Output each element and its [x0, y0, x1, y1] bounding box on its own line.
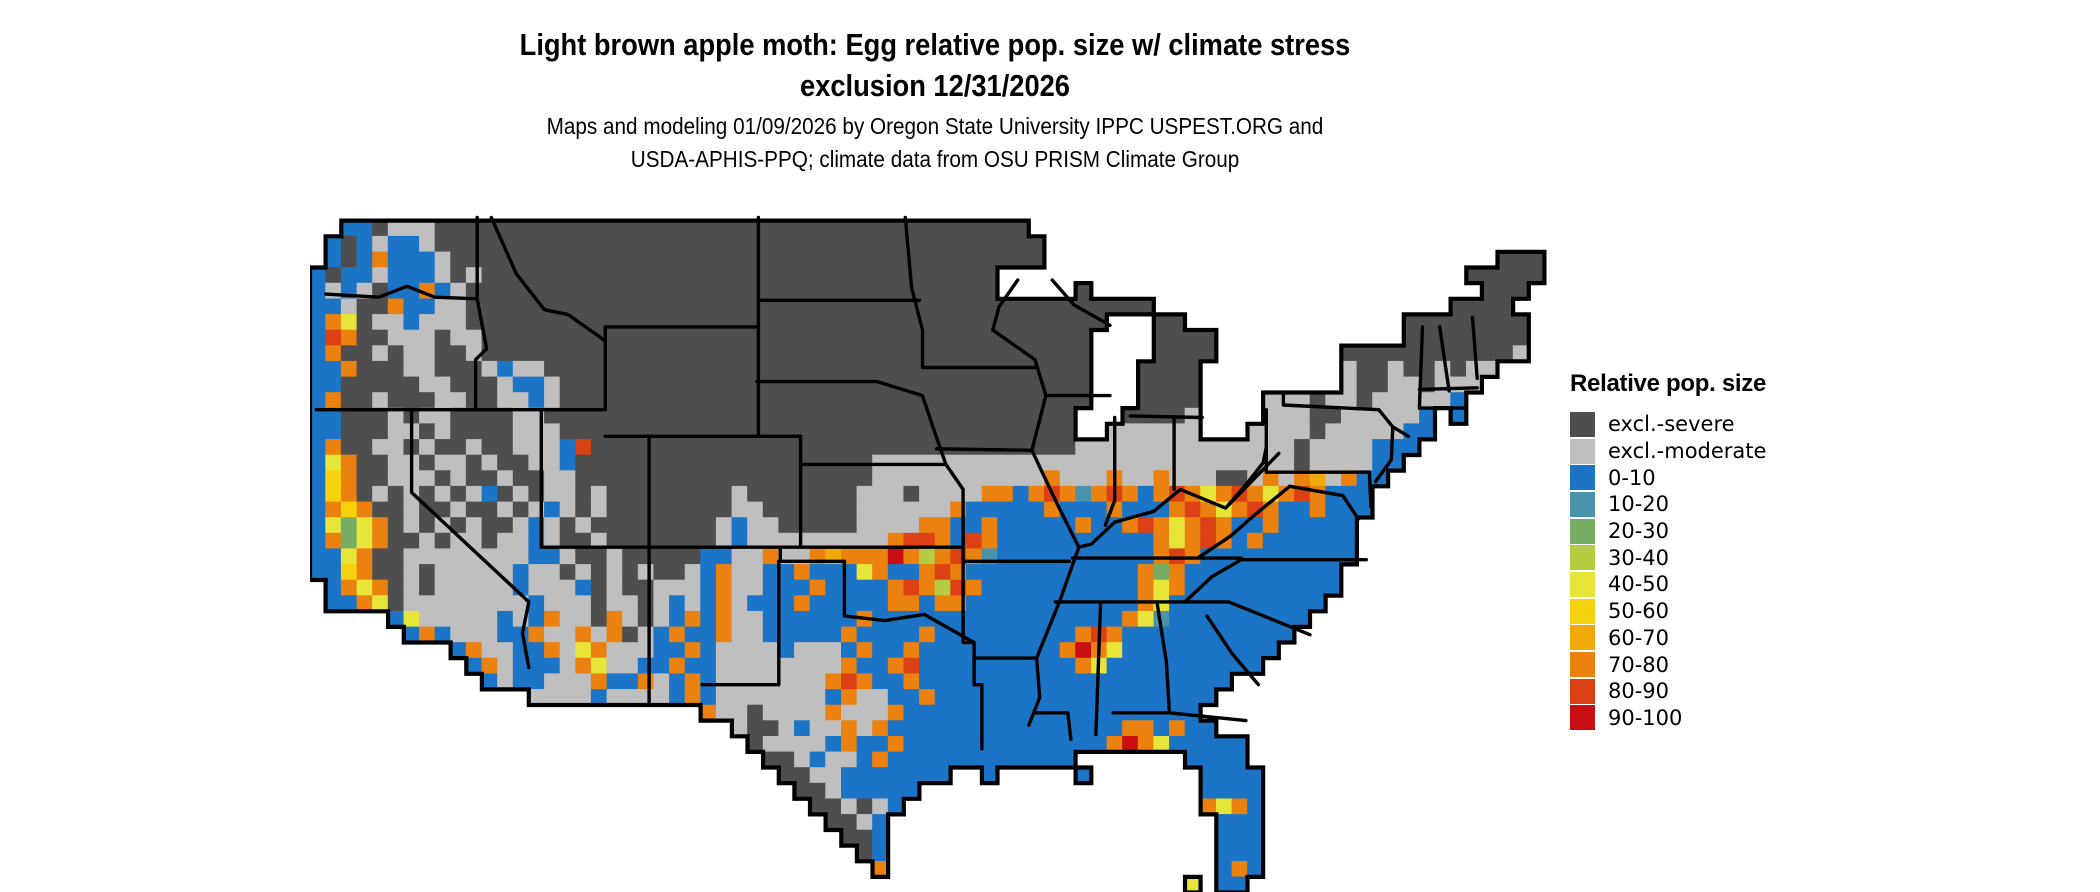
legend-title: Relative pop. size: [1570, 370, 1766, 397]
legend-label: 90-100: [1608, 705, 1683, 730]
title-line-1: Light brown apple moth: Egg relative pop…: [519, 27, 1351, 62]
legend-label: 40-50: [1608, 572, 1670, 597]
page-title: Light brown apple moth: Egg relative pop…: [335, 24, 1535, 106]
legend-label: 60-70: [1608, 625, 1670, 650]
legend-label: excl.-moderate: [1608, 439, 1767, 464]
legend-swatch: [1570, 652, 1595, 678]
legend-swatch: [1570, 571, 1595, 597]
legend-swatch: [1570, 545, 1595, 571]
legend-item: 90-100: [1570, 705, 1766, 732]
legend-label: 0-10: [1608, 465, 1656, 490]
legend-swatch: [1570, 491, 1595, 517]
subtitle-line-1: Maps and modeling 01/09/2026 by Oregon S…: [546, 113, 1324, 139]
legend-swatch: [1570, 411, 1595, 437]
us-map-svg: [310, 215, 1547, 892]
legend-swatch: [1570, 598, 1595, 624]
legend-item: 80-90: [1570, 678, 1766, 705]
title-line-2: exclusion 12/31/2026: [800, 68, 1070, 103]
legend-swatch: [1570, 678, 1595, 704]
legend-item: 20-30: [1570, 518, 1766, 545]
legend-item: 30-40: [1570, 544, 1766, 571]
legend-items: excl.-severe excl.-moderate 0-10 10-20 20-30…: [1570, 411, 1766, 731]
legend-item: 60-70: [1570, 625, 1766, 652]
legend-swatch: [1570, 518, 1595, 544]
legend-swatch: [1570, 465, 1595, 491]
legend-label: 50-60: [1608, 599, 1670, 624]
legend-label: excl.-severe: [1608, 412, 1735, 437]
map-raster: [310, 220, 1545, 892]
legend-item: 0-10: [1570, 464, 1766, 491]
page-subtitle: Maps and modeling 01/09/2026 by Oregon S…: [335, 110, 1535, 176]
legend-label: 70-80: [1608, 652, 1670, 677]
subtitle-line-2: USDA-APHIS-PPQ; climate data from OSU PR…: [630, 146, 1240, 172]
legend-item: 70-80: [1570, 651, 1766, 678]
legend-item: excl.-moderate: [1570, 438, 1766, 465]
legend-item: 40-50: [1570, 571, 1766, 598]
legend-item: 10-20: [1570, 491, 1766, 518]
legend-swatch: [1570, 705, 1595, 731]
state-borders: [314, 215, 1479, 751]
legend-label: 20-30: [1608, 519, 1670, 544]
legend-item: 50-60: [1570, 598, 1766, 625]
legend-label: 30-40: [1608, 545, 1670, 570]
national-outline: [310, 218, 1547, 892]
legend-item: excl.-severe: [1570, 411, 1766, 438]
legend-swatch: [1570, 625, 1595, 651]
legend-label: 80-90: [1608, 679, 1670, 704]
legend-label: 10-20: [1608, 492, 1670, 517]
map-legend: Relative pop. size excl.-severe excl.-mod…: [1570, 370, 1766, 731]
legend-swatch: [1570, 438, 1595, 464]
